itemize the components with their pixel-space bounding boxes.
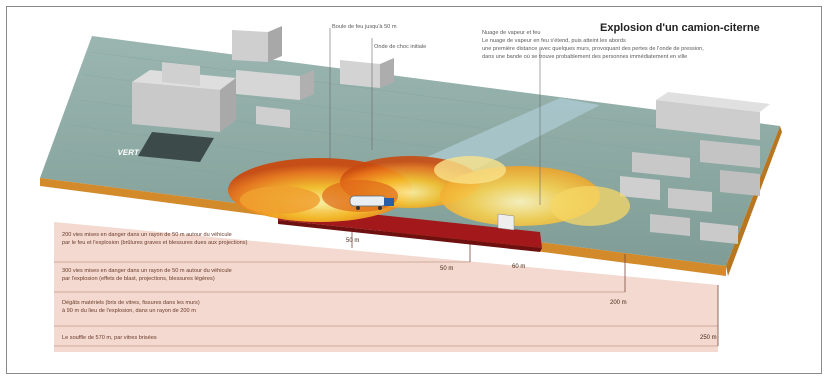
small-house — [497, 213, 515, 231]
buildings-left — [132, 26, 394, 132]
band-1-text-2: par le feu et l'explosion (brûlures grav… — [62, 240, 248, 246]
info-panel — [54, 222, 718, 352]
band-3-text-1: Dégâts matériels (bris de vitres, fissur… — [62, 300, 200, 306]
band-separators — [54, 261, 718, 347]
road — [420, 98, 600, 172]
callout-fireball: Boule de feu jusqu'à 50 m — [332, 24, 397, 30]
band-2-text-1: 300 vies mises en danger dans un rayon d… — [62, 268, 232, 274]
distance-lines — [351, 232, 719, 346]
callout-vapor-body-3: dans une bande où se trouve probablement… — [482, 54, 687, 60]
truck-label: VERT — [117, 148, 140, 157]
distance-mark-1: 50 m — [346, 238, 359, 244]
callout-shockwave: Onde de choc initiale — [374, 44, 426, 50]
band-3-text-2: à 90 m du lieu de l'explosion, dans un r… — [62, 308, 196, 314]
callout-vapor-body-2: une première distance avec quelques murs… — [482, 46, 704, 52]
green-lot — [138, 132, 214, 162]
band-1-distance: 50 m — [440, 266, 453, 272]
band-4-text-1: Le souffle de 570 m, par vitres brisées — [62, 335, 157, 341]
burn-zone-edge — [278, 220, 542, 252]
diagram-title: Explosion d'un camion-citerne — [600, 22, 760, 34]
callout-leaders — [329, 28, 541, 205]
band-1-text-1: 200 vies mises en danger dans un rayon d… — [62, 232, 232, 238]
band-4-distance: 250 m — [700, 335, 717, 341]
tanker-truck — [349, 195, 394, 210]
callout-vapor-body-1: Le nuage de vapeur en feu s'étend, puis … — [482, 38, 626, 44]
band-2-distance: 200 m — [610, 300, 627, 306]
band-2-text-2: par l'explosion (effets de blast, projec… — [62, 276, 215, 282]
callout-vapor-head: Nuage de vapeur et feu — [482, 30, 540, 36]
buildings-right — [620, 92, 770, 244]
ground-side — [726, 126, 782, 276]
distance-mark-3: 60 m — [512, 264, 525, 270]
